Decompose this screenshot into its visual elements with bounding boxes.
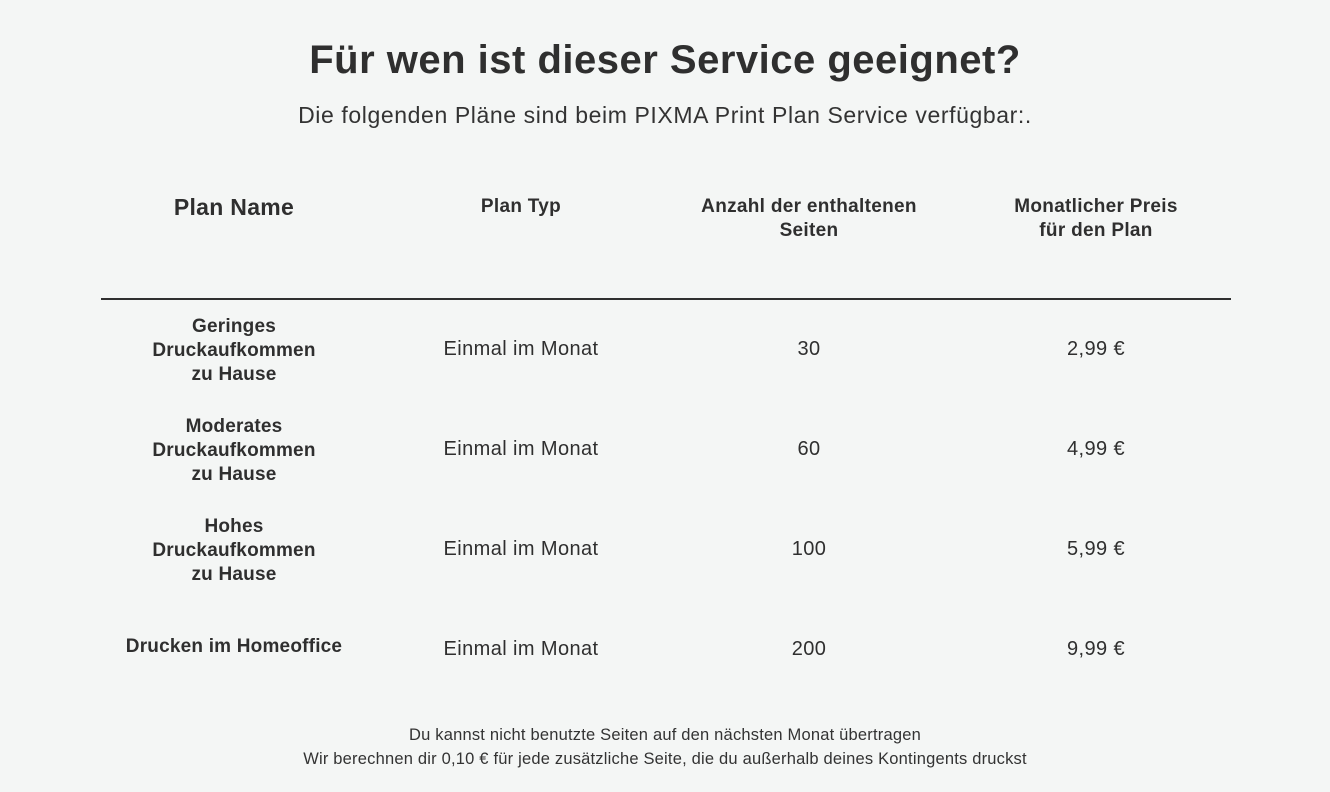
column-header-plan-name: Plan Name — [173, 194, 295, 220]
footnote-extra-page-fee: Wir berechnen dir 0,10 € für jede zusätz… — [303, 750, 1027, 768]
column-header-price: Monatlicher Preis für den Plan — [1014, 196, 1178, 241]
table-row: Hohes Druckaufkommen zu Hause Einmal im … — [101, 500, 1231, 600]
table-row: Geringes Druckaufkommen zu Hause Einmal … — [101, 300, 1231, 400]
plan-price: 5,99 € — [1066, 538, 1125, 560]
plan-price: 2,99 € — [1066, 338, 1125, 360]
page-subtitle: Die folgenden Pläne sind beim PIXMA Prin… — [298, 102, 1032, 128]
plan-pages: 200 — [791, 638, 827, 660]
table-row: Drucken im Homeoffice Einmal im Monat 20… — [101, 600, 1231, 700]
plan-pages: 60 — [797, 438, 821, 460]
footnote-rollover: Du kannst nicht benutzte Seiten auf den … — [408, 726, 921, 744]
plan-name: Hohes Druckaufkommen zu Hause — [152, 516, 316, 585]
plan-name: Moderates Druckaufkommen zu Hause — [152, 416, 316, 485]
plans-table: Plan Name Plan Typ Anzahl der enthaltene… — [101, 178, 1231, 700]
plan-name: Geringes Druckaufkommen zu Hause — [152, 316, 316, 385]
plan-type: Einmal im Monat — [443, 338, 599, 360]
plan-type: Einmal im Monat — [443, 438, 599, 460]
plan-pages: 100 — [791, 538, 827, 560]
plan-type: Einmal im Monat — [443, 538, 599, 560]
column-header-pages: Anzahl der enthaltenen Seiten — [701, 196, 917, 241]
column-header-plan-type: Plan Typ — [480, 196, 562, 217]
plan-price: 4,99 € — [1066, 438, 1125, 460]
page-title: Für wen ist dieser Service geeignet? — [309, 38, 1021, 82]
plan-name: Drucken im Homeoffice — [125, 636, 343, 657]
plan-price: 9,99 € — [1066, 638, 1125, 660]
plan-type: Einmal im Monat — [443, 638, 599, 660]
plan-pages: 30 — [797, 338, 821, 360]
table-header: Plan Name Plan Typ Anzahl der enthaltene… — [101, 178, 1231, 300]
table-row: Moderates Druckaufkommen zu Hause Einmal… — [101, 400, 1231, 500]
